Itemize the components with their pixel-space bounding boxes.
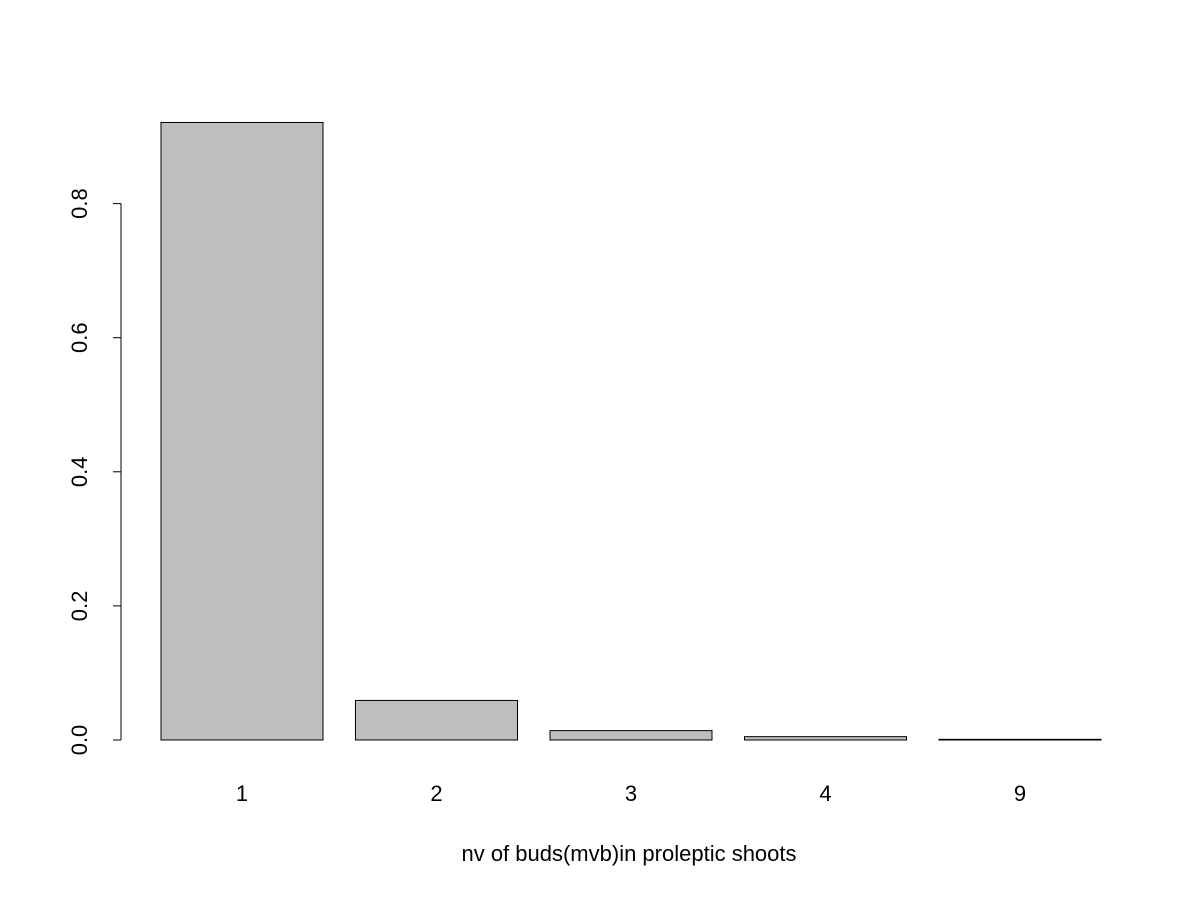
x-tick-label-9: 9: [1014, 781, 1026, 806]
bar-9: [938, 738, 1102, 741]
y-axis: 0.0 0.2 0.4 0.6 0.8: [67, 188, 122, 756]
bar-2: [355, 699, 518, 741]
bar-4: [744, 736, 907, 741]
bar-3: [549, 730, 713, 741]
y-tick-label-4: 0.8: [67, 188, 92, 219]
x-tick-labels: 1 2 3 4 9: [236, 781, 1026, 806]
bar-1: [160, 121, 324, 741]
x-tick-label-3: 3: [625, 781, 637, 806]
y-tick-label-0: 0.0: [67, 725, 92, 756]
x-tick-label-4: 4: [819, 781, 831, 806]
y-tick-label-3: 0.6: [67, 322, 92, 353]
y-tick-label-1: 0.2: [67, 591, 92, 622]
bars-group: [160, 121, 1102, 741]
x-tick-label-2: 2: [430, 781, 442, 806]
x-axis-label: nv of buds(mvb)in proleptic shoots: [461, 841, 796, 866]
x-tick-label-1: 1: [236, 781, 248, 806]
y-tick-label-2: 0.4: [67, 457, 92, 488]
